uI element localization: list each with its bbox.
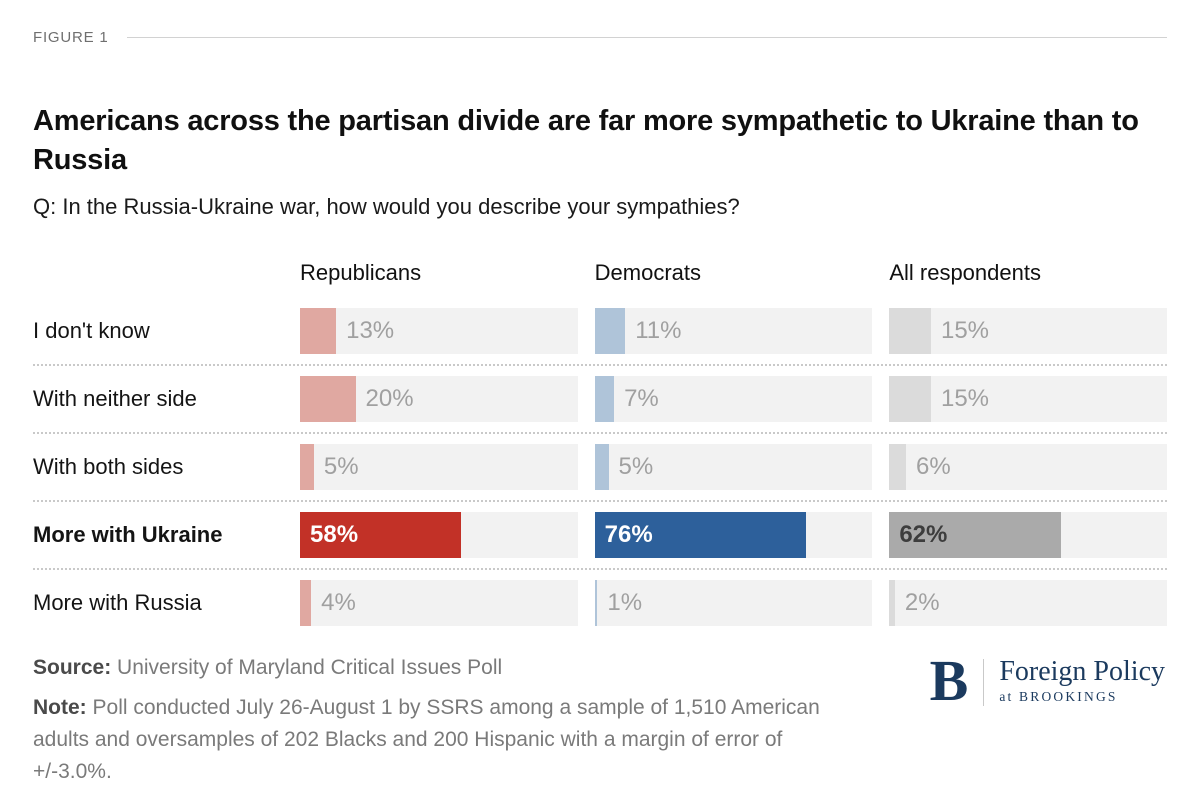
column-header-all-respondents: All respondents [889,260,1041,285]
row-label: More with Russia [33,590,202,615]
bar-value: 2% [904,589,940,616]
bar-value: 1% [607,589,643,616]
bar-value: 76% [604,521,653,548]
bar-fill [889,580,895,626]
logo-divider [983,659,985,706]
source-text: University of Maryland Critical Issues P… [117,656,503,679]
chart-title: Americans across the partisan divide are… [33,105,1139,176]
bar-track: 11% [594,308,873,354]
logo-wordmark: Foreign Policy [999,656,1165,687]
bar-track: 4% [300,580,578,626]
bar-track: 15% [889,308,1167,354]
row-label: With neither side [33,386,197,411]
column-headers: Republicans Democrats All respondents [33,260,1167,298]
logo-text: Foreign Policy at BROOKINGS [999,656,1165,705]
chart-row: With both sides 5% 5% 6% [33,434,1167,502]
bar-fill [889,376,931,422]
bar-chart: Republicans Democrats All respondents I … [33,260,1167,636]
bar-track: 7% [594,376,873,422]
bar-track: 20% [300,376,578,422]
bar-value: 5% [323,453,359,480]
column-header-democrats: Democrats [594,260,702,285]
chart-row: More with Russia 4% 1% 2% [33,570,1167,636]
source-line: Source: University of Maryland Critical … [33,652,838,684]
footer: Source: University of Maryland Critical … [33,652,1167,788]
bar-track: 62% [889,512,1167,558]
bar-track: 15% [889,376,1167,422]
bar-fill [300,512,462,558]
bar-value: 13% [346,317,395,344]
row-label: More with Ukraine [33,522,223,547]
note-label: Note: [33,696,87,719]
bar-value: 58% [310,521,359,548]
bar-fill [889,308,931,354]
bar-value: 4% [321,589,356,616]
chart-row: With neither side 20% 7% 15% [33,366,1167,434]
bar-fill [300,444,314,490]
bar-track: 1% [594,580,873,626]
logo-subtext: at BROOKINGS [999,689,1118,704]
chart-row: More with Ukraine 58% 76% 62% [33,502,1167,570]
bar-fill [594,376,615,422]
column-header-republicans: Republicans [300,260,422,285]
bar-fill [594,444,609,490]
column-header-spacer [33,260,283,286]
chart-rows: I don't know 13% 11% 15% With neither si… [33,298,1167,636]
bar-value: 6% [915,453,951,480]
bar-fill [889,444,906,490]
brookings-monogram: B [929,648,969,713]
bar-value: 15% [940,317,990,344]
bar-track: 5% [594,444,873,490]
source-label: Source: [33,656,112,679]
bar-fill [889,512,1062,558]
bar-fill [594,512,806,558]
note-line: Note: Poll conducted July 26-August 1 by… [33,692,838,788]
bar-fill [300,580,312,626]
brookings-logo: B Foreign Policy at BROOKINGS [929,648,1165,713]
chart-subtitle: Q: In the Russia-Ukraine war, how would … [33,194,740,219]
bar-fill [594,308,626,354]
bar-value: 62% [899,521,948,548]
bar-value: 20% [365,385,414,412]
bar-track: 58% [300,512,578,558]
bar-track: 2% [889,580,1167,626]
bar-track: 5% [300,444,578,490]
row-label: With both sides [33,454,184,479]
bar-fill [300,308,337,354]
bar-value: 15% [940,385,990,412]
header-rule-line [126,36,1167,38]
figure-header: FIGURE 1 [33,28,1167,46]
bar-fill [594,580,598,626]
bar-track: 13% [300,308,578,354]
figure-page: FIGURE 1 Americans across the partisan d… [33,28,1167,788]
note-text: Poll conducted July 26-August 1 by SSRS … [33,696,820,783]
row-label: I don't know [33,318,150,343]
bar-value: 5% [618,453,654,480]
bar-fill [300,376,356,422]
bar-track: 76% [594,512,873,558]
bar-track: 6% [889,444,1167,490]
chart-row: I don't know 13% 11% 15% [33,298,1167,366]
bar-value: 7% [624,385,659,412]
bar-value: 11% [635,317,682,344]
footer-text-block: Source: University of Maryland Critical … [33,652,838,788]
figure-label: FIGURE 1 [33,28,109,46]
